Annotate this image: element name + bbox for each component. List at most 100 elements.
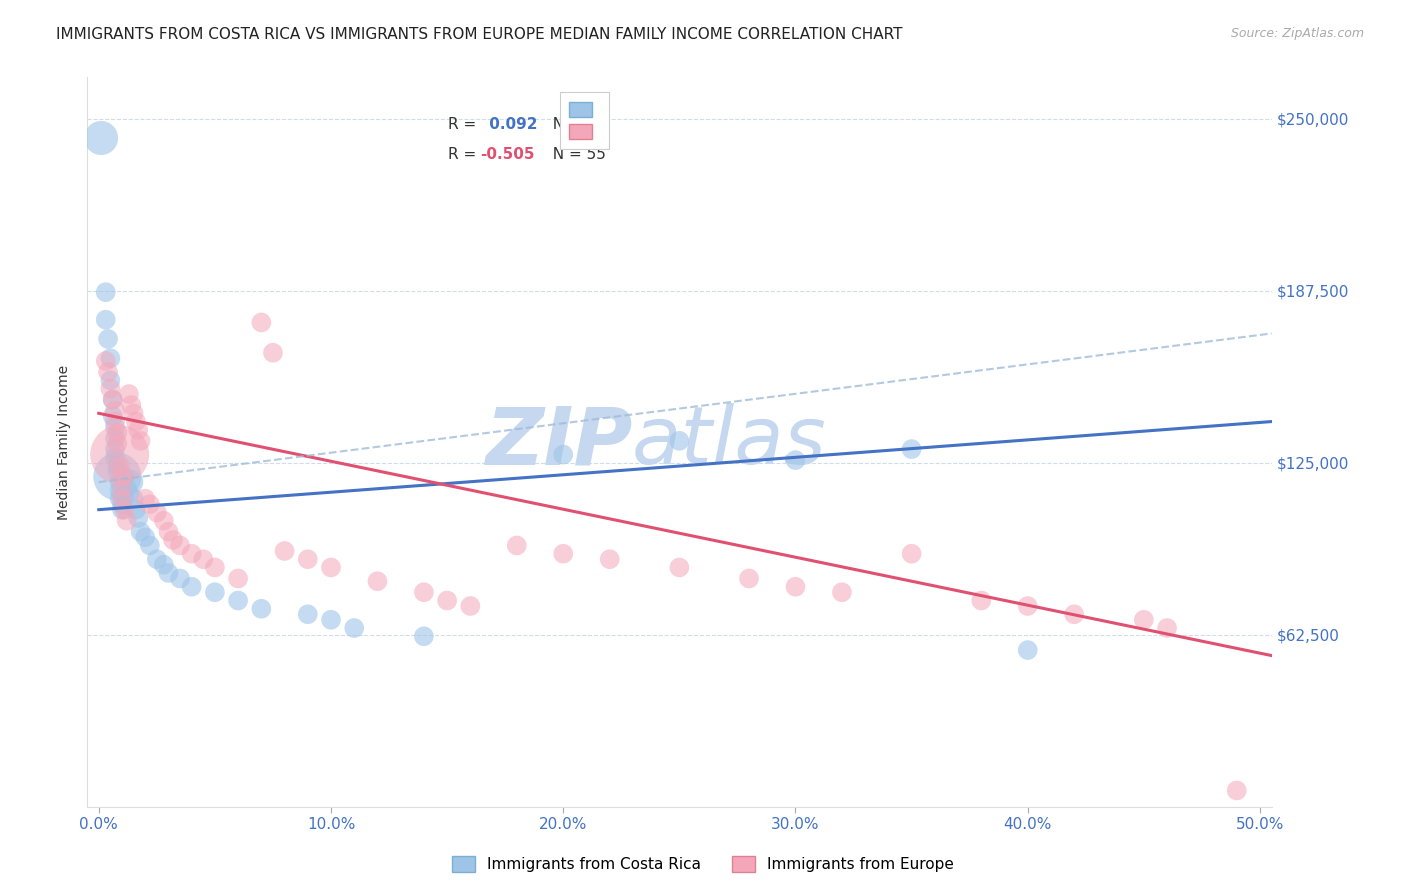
Point: [104, 403, 127, 417]
Point: [162, 533, 184, 547]
Point: [127, 423, 149, 437]
Text: R =: R =: [449, 146, 481, 161]
Point: [785, 453, 807, 467]
Point: [152, 558, 174, 572]
Point: [108, 475, 131, 490]
Point: [1017, 643, 1039, 657]
Point: [297, 552, 319, 566]
Point: [366, 574, 388, 589]
Point: [226, 593, 249, 607]
Point: [108, 458, 131, 473]
Point: [599, 552, 621, 566]
Point: [111, 469, 134, 483]
Text: ZIP: ZIP: [485, 403, 631, 481]
Point: [1063, 607, 1085, 622]
Point: [273, 544, 295, 558]
Point: [129, 434, 152, 448]
Point: [343, 621, 366, 635]
Point: [1156, 621, 1178, 635]
Point: [553, 448, 575, 462]
Point: [122, 406, 145, 420]
Point: [94, 354, 117, 368]
Point: [129, 524, 152, 539]
Point: [105, 469, 128, 483]
Point: [112, 489, 135, 503]
Point: [90, 131, 112, 145]
Point: [139, 538, 162, 552]
Point: [115, 481, 138, 495]
Point: [97, 332, 120, 346]
Point: [125, 502, 148, 516]
Point: [112, 502, 135, 516]
Point: [111, 497, 134, 511]
Point: [94, 285, 117, 300]
Text: R =: R =: [449, 118, 481, 132]
Text: atlas: atlas: [631, 403, 827, 481]
Point: [105, 464, 128, 478]
Point: [297, 607, 319, 622]
Point: [262, 345, 284, 359]
Point: [104, 415, 127, 429]
Point: [146, 552, 169, 566]
Point: [120, 398, 142, 412]
Point: [111, 491, 134, 506]
Text: N = 49: N = 49: [543, 118, 606, 132]
Text: -0.505: -0.505: [481, 146, 534, 161]
Point: [553, 547, 575, 561]
Point: [97, 365, 120, 379]
Point: [112, 469, 135, 483]
Point: [226, 572, 249, 586]
Point: [104, 442, 127, 456]
Legend: , : ,: [560, 93, 609, 149]
Point: [169, 538, 191, 552]
Text: IMMIGRANTS FROM COSTA RICA VS IMMIGRANTS FROM EUROPE MEDIAN FAMILY INCOME CORREL: IMMIGRANTS FROM COSTA RICA VS IMMIGRANTS…: [56, 27, 903, 42]
Point: [108, 491, 131, 506]
Point: [1017, 599, 1039, 613]
Point: [101, 392, 124, 407]
Point: [900, 442, 922, 456]
Point: [412, 585, 434, 599]
Point: [785, 580, 807, 594]
Point: [180, 580, 202, 594]
Point: [668, 560, 690, 574]
Point: [460, 599, 482, 613]
Point: [970, 593, 993, 607]
Point: [204, 585, 226, 599]
Point: [900, 547, 922, 561]
Point: [436, 593, 458, 607]
Point: [111, 502, 134, 516]
Point: [250, 315, 273, 329]
Point: [157, 524, 180, 539]
Point: [122, 491, 145, 506]
Point: [104, 431, 127, 445]
Point: [180, 547, 202, 561]
Point: [105, 436, 128, 450]
Point: [193, 552, 215, 566]
Point: [101, 409, 124, 423]
Point: [94, 312, 117, 326]
Point: [101, 392, 124, 407]
Text: N = 55: N = 55: [543, 146, 606, 161]
Point: [100, 382, 122, 396]
Y-axis label: Median Family Income: Median Family Income: [58, 365, 72, 520]
Point: [134, 491, 156, 506]
Point: [115, 514, 138, 528]
Point: [105, 458, 128, 473]
Point: [1226, 783, 1249, 797]
Point: [506, 538, 529, 552]
Point: [139, 497, 162, 511]
Point: [738, 572, 761, 586]
Point: [668, 434, 690, 448]
Point: [108, 483, 131, 498]
Point: [831, 585, 853, 599]
Point: [412, 629, 434, 643]
Point: [108, 448, 131, 462]
Legend: Immigrants from Costa Rica, Immigrants from Europe: Immigrants from Costa Rica, Immigrants f…: [444, 848, 962, 880]
Point: [120, 475, 142, 490]
Point: [134, 530, 156, 544]
Point: [127, 511, 149, 525]
Point: [100, 351, 122, 366]
Point: [152, 514, 174, 528]
Point: [100, 373, 122, 387]
Point: [250, 601, 273, 615]
